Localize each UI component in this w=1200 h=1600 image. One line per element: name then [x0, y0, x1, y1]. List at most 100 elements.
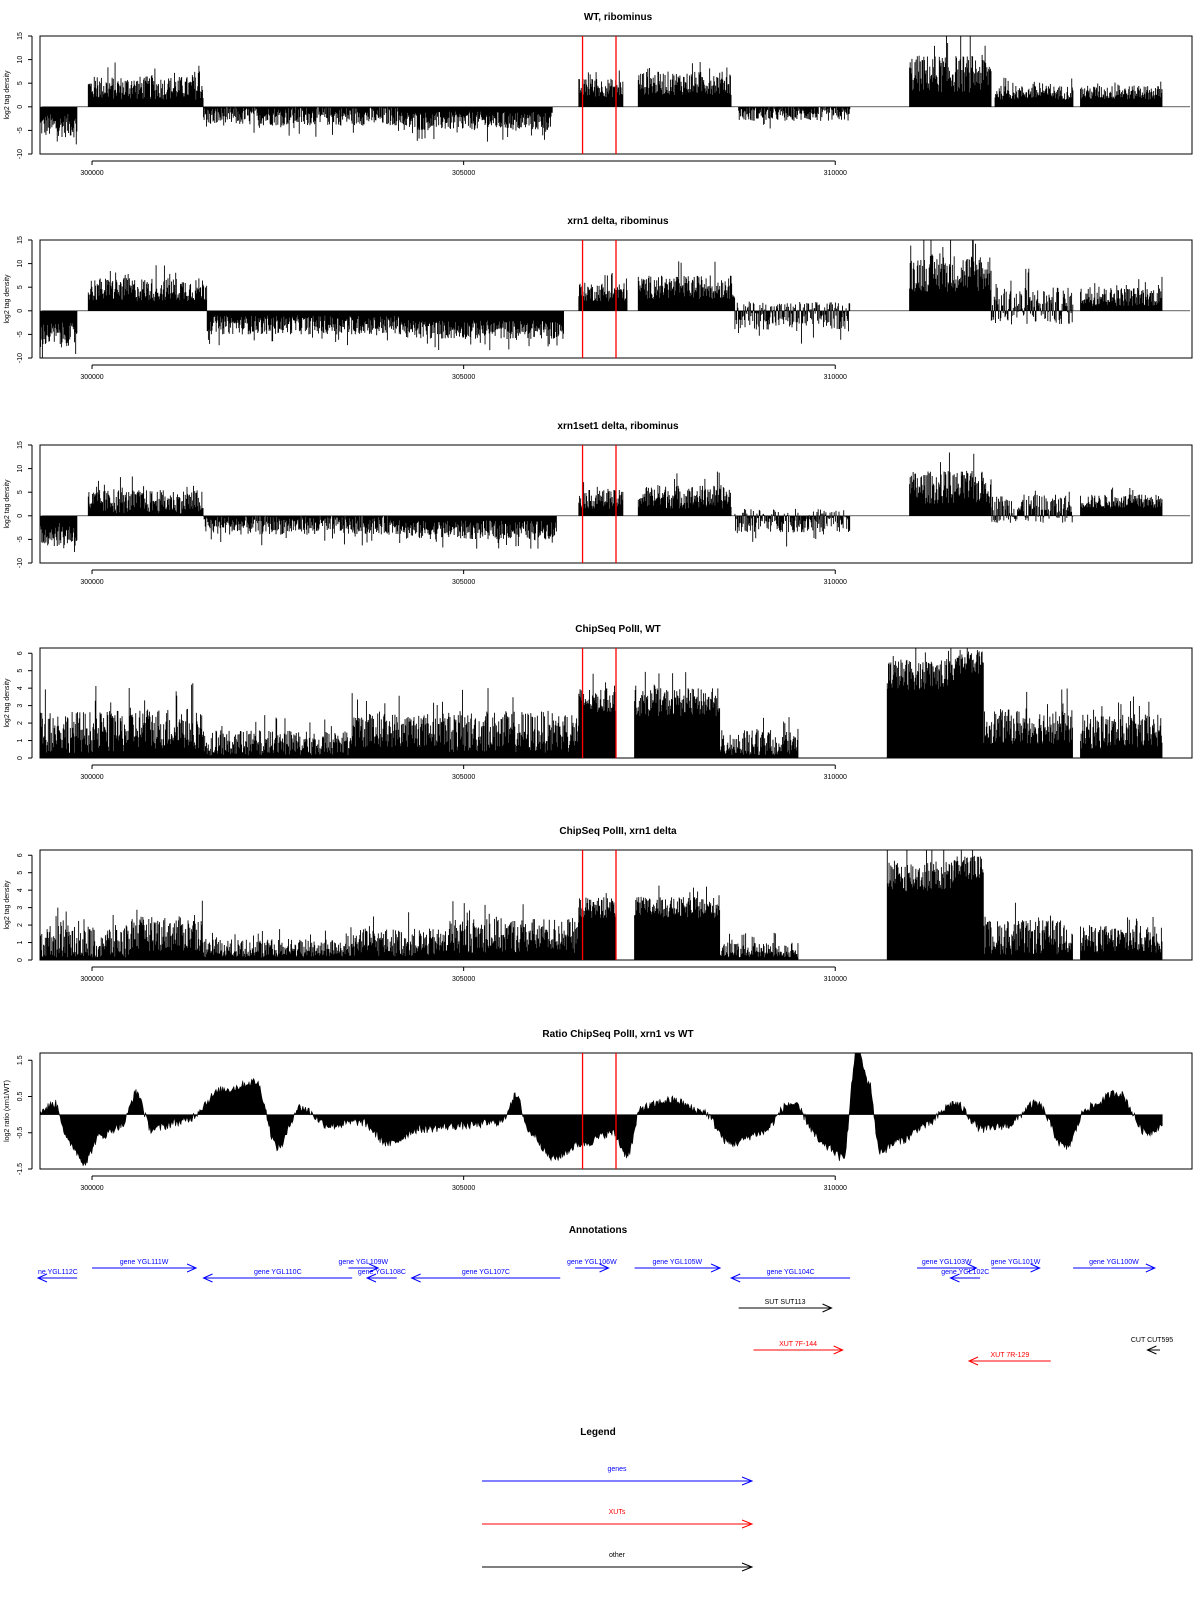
feature-label: gene YGL106W — [567, 1259, 617, 1266]
feature-label: SUT SUT113 — [765, 1299, 806, 1306]
feature-label: gene YGL104C — [767, 1269, 815, 1276]
signal-bars — [39, 36, 1163, 145]
feature-arrow-head — [368, 1263, 380, 1273]
y-tick-label: -5 — [17, 127, 24, 133]
y-tick-label: 6 — [17, 853, 24, 857]
legend-label: genes — [607, 1466, 627, 1473]
x-tick-label: 300000 — [80, 170, 103, 177]
legend-item-xuts: XUTs — [482, 1509, 754, 1529]
y-tick-label: 4 — [17, 888, 24, 892]
feature-gene-ygl110c: gene YGL110C — [202, 1269, 353, 1283]
y-axis-label: log2 ratio (xrn1/WT) — [4, 1080, 11, 1142]
track-panel-3: xrn1set1 delta, ribominus 15 10 5 0 -5 -10 log2… — [4, 421, 1193, 586]
legend-arrow-head — [741, 1519, 754, 1529]
y-tick-label: -5 — [17, 331, 24, 337]
legend-arrow-head — [741, 1476, 754, 1486]
y-tick-label: -1.5 — [17, 1163, 24, 1175]
y-tick-label: -5 — [17, 536, 24, 542]
x-tick-label: 310000 — [824, 774, 847, 781]
x-tick-label: 305000 — [452, 1185, 475, 1192]
feature-label: gene YGL100W — [1089, 1259, 1139, 1266]
feature-label: gene YGL105W — [652, 1259, 702, 1266]
feature-arrow-head — [1030, 1263, 1041, 1273]
legend-panel: Legend genes XUTs other — [482, 1427, 754, 1572]
y-tick-label: 3 — [17, 704, 24, 708]
annotations-title: Annotations — [569, 1225, 628, 1236]
x-tick-label: 300000 — [80, 374, 103, 381]
y-tick-label: -0.5 — [17, 1127, 24, 1139]
chart-title: WT, ribominus — [584, 12, 653, 23]
feature-arrow-head — [410, 1273, 421, 1283]
y-tick-label: 0 — [17, 756, 24, 760]
x-tick-label: 305000 — [452, 579, 475, 586]
feature-arrow-head — [833, 1345, 844, 1355]
feature-arrow-head — [599, 1263, 610, 1273]
feature-label: gene YGL109W — [338, 1259, 388, 1266]
signal-bars — [39, 648, 1163, 758]
legend-label: XUTs — [609, 1509, 626, 1516]
signal-bars — [39, 850, 1163, 960]
legend-items: genes XUTs other — [482, 1466, 754, 1572]
feature-gene-ygl100w: gene YGL100W — [1073, 1259, 1157, 1273]
y-tick-label: 10 — [17, 465, 24, 473]
x-tick-label: 305000 — [452, 774, 475, 781]
feature-arrow-head — [36, 1273, 48, 1283]
feature-arrow-head — [729, 1273, 741, 1283]
x-tick-label: 305000 — [452, 374, 475, 381]
y-tick-label: 0 — [17, 514, 24, 518]
y-tick-label: 1 — [17, 738, 24, 742]
feature-arrow-head — [202, 1273, 213, 1283]
track-panel-1: WT, ribominus 15 10 5 0 -5 -10 log2 tag density… — [4, 12, 1193, 177]
signal-series — [39, 850, 1190, 961]
legend-item-genes: genes — [482, 1466, 754, 1486]
feature-label: gene YGL102C — [941, 1269, 989, 1276]
y-tick-label: 0 — [17, 958, 24, 962]
x-tick-label: 310000 — [824, 976, 847, 983]
feature-gene-ygl103w: gene YGL103W — [917, 1259, 978, 1273]
feature-gene-ygl109w: gene YGL109W — [338, 1259, 389, 1273]
legend-label: other — [609, 1552, 626, 1559]
feature-arrow-head — [365, 1273, 377, 1283]
feature-cut-cut595: CUT CUT595 — [1131, 1337, 1173, 1355]
feature-ne-ygl112c: ne YGL112C — [36, 1269, 78, 1283]
feature-label: gene YGL110C — [254, 1269, 302, 1276]
ratio-profile-area — [39, 1052, 1163, 1167]
feature-arrow-head — [710, 1263, 722, 1273]
legend-item-other: other — [482, 1552, 754, 1572]
legend-title: Legend — [580, 1427, 616, 1438]
x-tick-label: 310000 — [824, 1185, 847, 1192]
chart-title: ChipSeq PolII, xrn1 delta — [559, 826, 677, 837]
y-tick-label: -10 — [17, 353, 24, 363]
y-tick-label: -10 — [17, 558, 24, 568]
signal-bars — [39, 240, 1163, 358]
x-tick-label: 300000 — [80, 579, 103, 586]
annotation-features: ne YGL112C gene YGL111W gene YGL110C gene Y… — [36, 1259, 1173, 1366]
track-panel-5: ChipSeq PolII, xrn1 delta 6 5 4 3 2 1 0 log2 tag… — [4, 826, 1193, 983]
feature-gene-ygl101w: gene YGL101W — [991, 1259, 1041, 1273]
y-axis-label: log2 tag density — [4, 479, 11, 529]
y-tick-label: 6 — [17, 651, 24, 655]
signal-series — [39, 452, 1190, 552]
feature-arrow-head — [822, 1303, 833, 1313]
feature-label: XUT 7F-144 — [779, 1341, 817, 1348]
feature-label: gene YGL107C — [462, 1269, 510, 1276]
y-tick-label: 15 — [17, 32, 24, 40]
signal-bars — [39, 452, 1163, 552]
feature-label: gene YGL108C — [358, 1269, 406, 1276]
y-tick-label: 5 — [17, 669, 24, 673]
feature-label: CUT CUT595 — [1131, 1337, 1173, 1344]
x-tick-label: 310000 — [824, 579, 847, 586]
x-tick-label: 305000 — [452, 170, 475, 177]
x-tick-label: 310000 — [824, 170, 847, 177]
chart-title: ChipSeq PolII, WT — [575, 624, 661, 635]
feature-gene-ygl104c: gene YGL104C — [729, 1269, 851, 1283]
feature-xut-7r-129: XUT 7R-129 — [967, 1352, 1051, 1366]
feature-label: XUT 7R-129 — [991, 1352, 1030, 1359]
chart-title: xrn1 delta, ribominus — [567, 216, 669, 227]
feature-sut-sut113: SUT SUT113 — [738, 1299, 833, 1313]
x-tick-label: 300000 — [80, 1185, 103, 1192]
signal-series — [39, 1052, 1163, 1167]
feature-arrow-head — [186, 1263, 198, 1273]
y-axis-label: log2 tag density — [4, 70, 11, 120]
